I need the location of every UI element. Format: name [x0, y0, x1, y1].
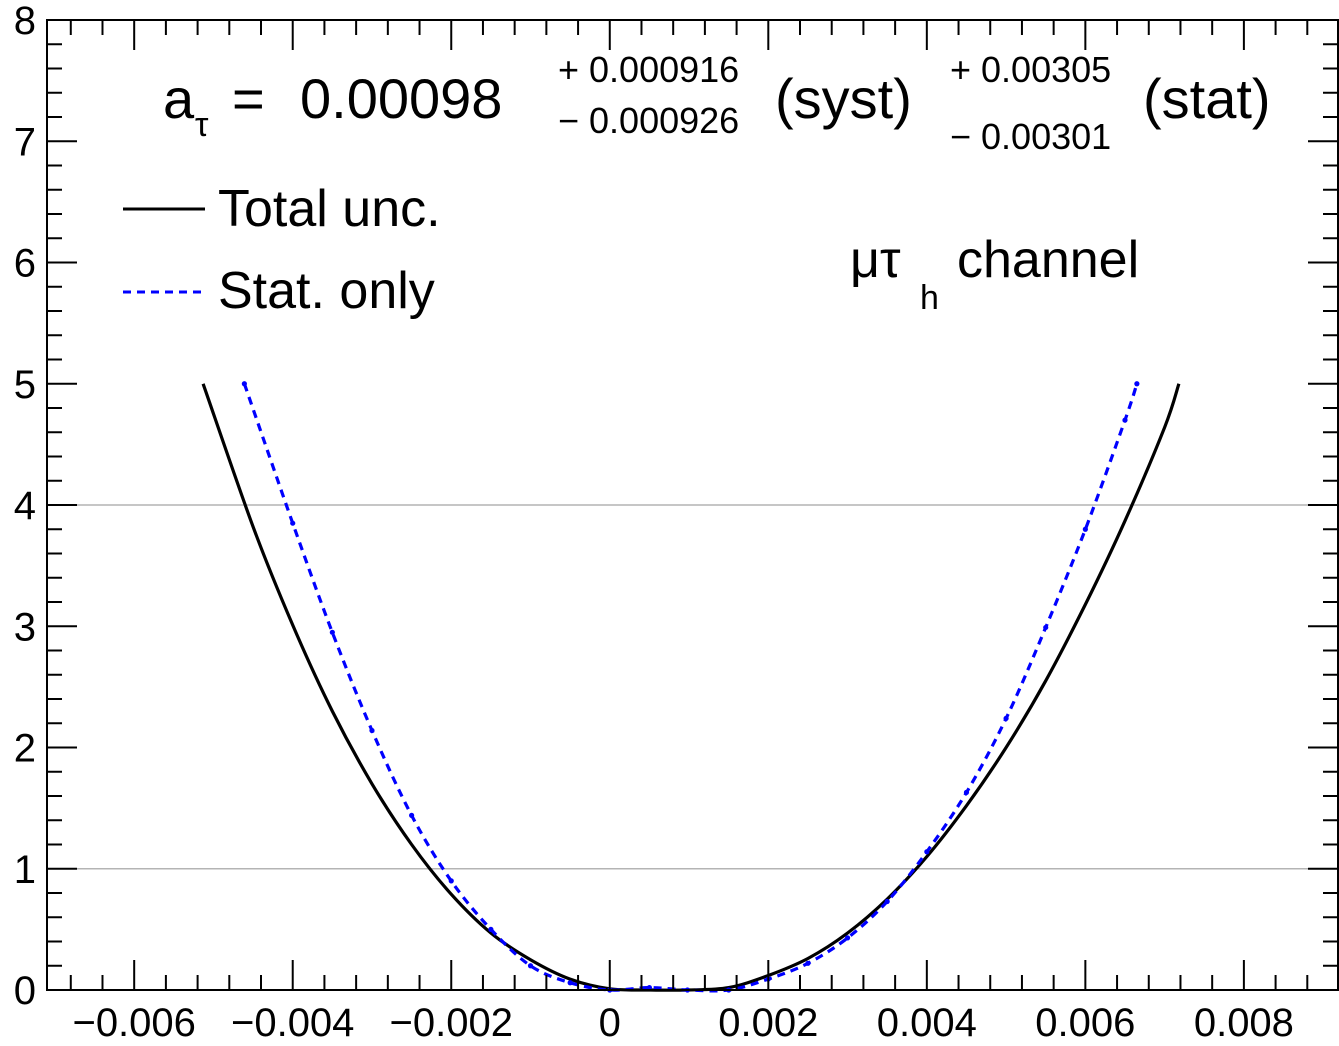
x-tick-label: 0.006	[1035, 1001, 1135, 1045]
legend: Total unc. Stat. only	[123, 180, 441, 320]
y-tick-label: 0	[14, 969, 36, 1013]
stat-only-point	[884, 898, 890, 905]
stat-only-point	[329, 629, 335, 635]
stat-only-point	[409, 812, 415, 819]
stat-only-point	[369, 727, 375, 734]
stat-only-point	[1082, 526, 1088, 532]
x-tick-label: 0.008	[1194, 1001, 1294, 1045]
channel-word: channel	[957, 231, 1139, 289]
y-tick-label: 7	[14, 120, 36, 164]
x-tick-label: 0	[599, 1001, 621, 1045]
stat-label: (stat)	[1143, 67, 1271, 130]
x-tick-labels: −0.006 −0.004 −0.002 0 0.002 0.004 0.006 0.008	[72, 1001, 1293, 1045]
axes-frame	[46, 19, 1339, 991]
stat-only-point	[1122, 417, 1128, 423]
stat-upper: + 0.00305	[950, 49, 1111, 90]
syst-lower: − 0.000926	[558, 100, 739, 141]
channel-label: μτ h channel	[850, 231, 1139, 317]
stat-only-point	[1043, 624, 1049, 631]
result-annotation: a τ = 0.00098 + 0.000916 − 0.000926 (sys…	[163, 49, 1271, 157]
y-tick-labels: 0 1 2 3 4 5 6 7 8	[14, 0, 36, 1013]
stat-only-point	[1134, 381, 1140, 387]
channel-mu-tau-symbol: μτ	[850, 231, 901, 289]
x-tick-label: −0.002	[390, 1001, 513, 1045]
y-tick-label: 1	[14, 848, 36, 892]
x-tick-label: 0.004	[877, 1001, 977, 1045]
result-value: 0.00098	[300, 67, 502, 130]
y-tick-label: 2	[14, 727, 36, 771]
stat-only-point	[924, 849, 930, 855]
y-tick-label: 5	[14, 363, 36, 407]
stat-only-point	[805, 960, 811, 966]
stat-only-point	[488, 926, 494, 932]
y-tick-label: 4	[14, 484, 36, 528]
stat-only-point	[448, 878, 454, 884]
legend-label-stat: Stat. only	[218, 262, 435, 320]
a-tau-subscript: τ	[195, 106, 209, 144]
stat-only-point	[1003, 715, 1009, 722]
syst-upper: + 0.000916	[558, 49, 739, 90]
reference-lines	[47, 504, 1339, 870]
stat-only-point	[646, 984, 653, 991]
stat-only-point	[844, 935, 851, 941]
y-tick-label: 6	[14, 242, 36, 286]
stat-only-point	[567, 980, 573, 986]
stat-only-point	[527, 963, 534, 969]
x-tick-label: −0.004	[231, 1001, 354, 1045]
channel-h-subscript: h	[920, 279, 939, 317]
stat-only-point	[241, 381, 247, 387]
y-tick-label: 8	[14, 0, 36, 43]
x-tick-label: 0.002	[718, 1001, 818, 1045]
a-tau-symbol: a	[163, 67, 195, 130]
equals-sign: =	[232, 67, 265, 130]
y-tick-label: 3	[14, 605, 36, 649]
syst-label: (syst)	[775, 67, 912, 130]
stat-only-point	[963, 789, 970, 795]
stat-only-point	[290, 520, 296, 526]
stat-lower: − 0.00301	[950, 116, 1111, 157]
legend-label-total: Total unc.	[218, 180, 441, 238]
x-tick-label: −0.006	[72, 1001, 195, 1045]
